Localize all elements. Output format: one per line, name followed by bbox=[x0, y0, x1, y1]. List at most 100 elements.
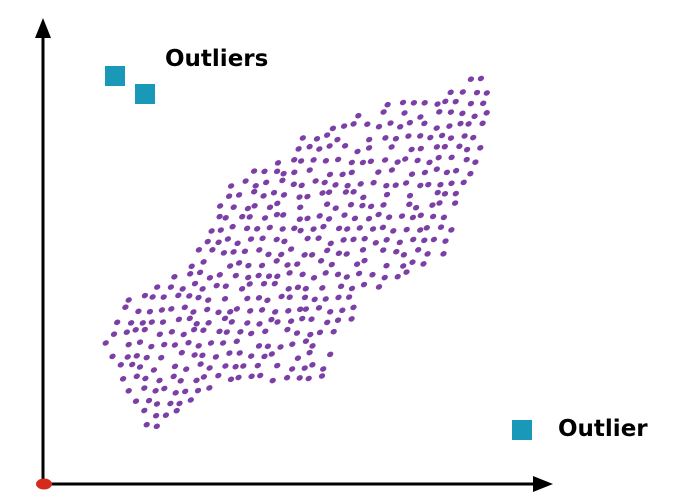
inlier-dot bbox=[266, 224, 273, 231]
inlier-dot bbox=[375, 169, 382, 175]
inlier-dot bbox=[185, 339, 192, 346]
inlier-dot bbox=[273, 211, 281, 218]
inlier-dot bbox=[259, 235, 266, 242]
inlier-dot bbox=[212, 354, 220, 360]
inlier-dot bbox=[264, 343, 272, 350]
inlier-dot bbox=[326, 143, 333, 149]
inlier-dot bbox=[350, 121, 357, 127]
inlier-dot bbox=[242, 178, 249, 184]
inlier-dot bbox=[365, 145, 373, 151]
inlier-dot bbox=[420, 261, 427, 267]
inlier-dot bbox=[323, 201, 331, 207]
inlier-dot bbox=[222, 215, 229, 221]
inlier-dot bbox=[254, 226, 261, 232]
inlier-dot bbox=[301, 294, 309, 301]
inlier-dot bbox=[443, 169, 451, 176]
inlier-dot bbox=[161, 385, 168, 392]
inlier-dot bbox=[170, 373, 177, 380]
inlier-dot bbox=[355, 112, 362, 119]
inlier-dot bbox=[408, 146, 415, 153]
inlier-dot bbox=[168, 329, 176, 335]
inlier-dot bbox=[148, 343, 155, 350]
inlier-dot bbox=[417, 114, 424, 120]
inlier-dot bbox=[258, 262, 266, 269]
inlier-dot bbox=[274, 273, 281, 280]
inlier-dot bbox=[273, 236, 280, 243]
inlier-dot bbox=[132, 327, 139, 333]
inlier-dot bbox=[304, 215, 311, 222]
inlier-dot bbox=[463, 146, 471, 153]
inlier-dot bbox=[317, 258, 325, 264]
inlier-dot bbox=[470, 134, 477, 141]
inlier-dot bbox=[324, 319, 331, 326]
inlier-dot bbox=[230, 204, 237, 210]
outlier-label: Outlier bbox=[558, 416, 648, 442]
inlier-dot bbox=[340, 123, 348, 129]
inlier-dot bbox=[143, 354, 150, 361]
inlier-dot bbox=[319, 285, 326, 291]
inlier-dot bbox=[273, 168, 281, 175]
inlier-dot bbox=[123, 329, 130, 335]
inlier-dot bbox=[417, 182, 424, 189]
inlier-dot bbox=[324, 247, 331, 254]
inlier-dot bbox=[274, 160, 282, 166]
inlier-dot bbox=[380, 202, 387, 208]
inlier-dot bbox=[295, 146, 302, 152]
inlier-dot bbox=[366, 136, 373, 143]
inlier-dot bbox=[343, 274, 350, 280]
inlier-dot bbox=[187, 397, 194, 403]
inlier-dot bbox=[291, 169, 298, 176]
inlier-dot bbox=[262, 328, 269, 335]
inlier-dot bbox=[429, 202, 436, 208]
inlier-dot bbox=[256, 247, 263, 253]
inlier-dot bbox=[372, 240, 379, 246]
inlier-dot bbox=[302, 285, 309, 292]
inlier-dot bbox=[207, 340, 215, 346]
inlier-dot bbox=[110, 331, 118, 337]
inlier-dot bbox=[440, 251, 447, 257]
inlier-dot bbox=[190, 326, 198, 333]
inlier-dot bbox=[334, 136, 341, 143]
inlier-dot bbox=[255, 295, 263, 301]
inlier-dot bbox=[483, 90, 490, 96]
inlier-dot bbox=[382, 135, 389, 141]
inlier-dot bbox=[402, 156, 409, 162]
inlier-dot bbox=[200, 327, 207, 333]
inlier-dot bbox=[452, 98, 459, 105]
inlier-dot bbox=[330, 328, 337, 335]
inlier-dot bbox=[375, 211, 382, 218]
inlier-dot bbox=[311, 296, 318, 303]
inlier-dot bbox=[375, 123, 383, 130]
inlier-dot bbox=[356, 225, 363, 231]
inlier-dot bbox=[173, 407, 180, 414]
inlier-dot bbox=[477, 145, 484, 151]
inlier-dot bbox=[299, 135, 306, 141]
inlier-dot bbox=[315, 235, 322, 241]
inlier-dot bbox=[332, 205, 339, 211]
inlier-dot bbox=[357, 181, 364, 187]
inlier-dot bbox=[417, 227, 424, 233]
inlier-dot bbox=[379, 224, 387, 231]
inlier-dot bbox=[217, 227, 224, 233]
inlier-dot bbox=[399, 99, 407, 106]
inlier-dot bbox=[209, 247, 216, 253]
inlier-dot bbox=[334, 156, 342, 163]
inlier-dot bbox=[410, 100, 418, 106]
inlier-dot bbox=[383, 191, 391, 198]
inlier-dot bbox=[426, 159, 433, 166]
inlier-dot bbox=[227, 309, 234, 315]
inlier-dot bbox=[261, 168, 268, 175]
inlier-dot bbox=[223, 329, 230, 335]
inlier-dot bbox=[156, 377, 163, 384]
inlier-dot bbox=[335, 225, 343, 232]
inlier-dot bbox=[167, 400, 174, 407]
inlier-dot bbox=[261, 353, 268, 360]
inlier-dot bbox=[437, 181, 444, 188]
inlier-dot bbox=[193, 377, 200, 384]
inlier-dot bbox=[341, 212, 348, 218]
inlier-dot bbox=[226, 350, 233, 356]
inlier-dot bbox=[398, 213, 406, 219]
inlier-dot bbox=[467, 76, 475, 82]
inlier-dot bbox=[273, 258, 280, 264]
